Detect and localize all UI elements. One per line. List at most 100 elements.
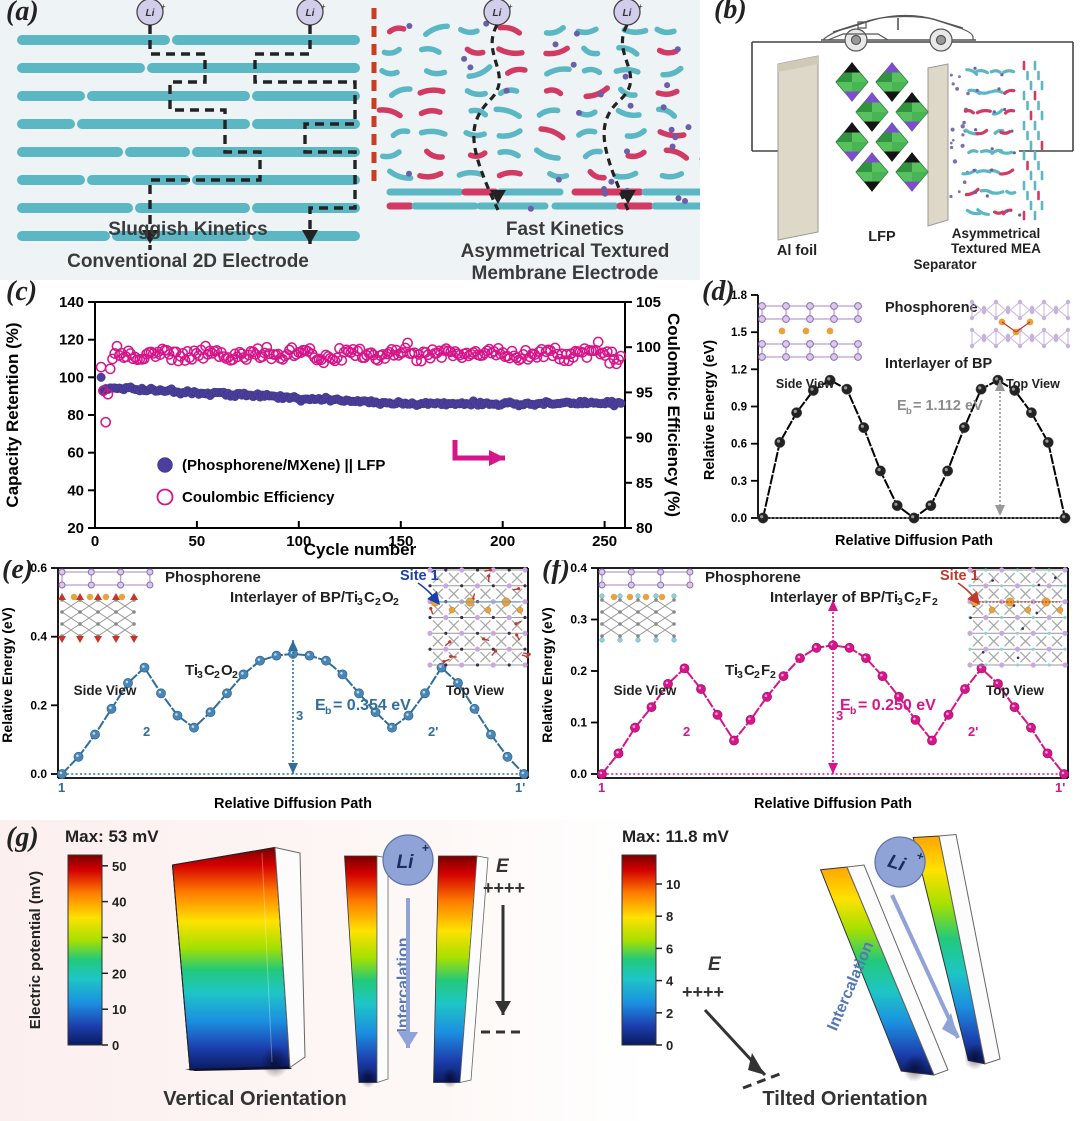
svg-text:Site 1: Site 1 [400,568,439,584]
svg-text:20: 20 [67,520,84,537]
svg-text:(Phosphorene/MXene) || LFP: (Phosphorene/MXene) || LFP [182,457,385,474]
svg-text:50: 50 [112,859,126,874]
svg-text:3: 3 [296,708,303,723]
svg-text:Conventional 2D Electrode: Conventional 2D Electrode [67,251,309,272]
svg-text:Tilted Orientation: Tilted Orientation [762,1088,927,1110]
svg-text:0.0: 0.0 [731,513,747,525]
svg-text:2: 2 [375,596,381,608]
svg-text:2: 2 [666,1006,673,1021]
svg-text:C: C [364,589,375,606]
svg-text:Relative Energy (eV): Relative Energy (eV) [702,340,718,480]
svg-text:200: 200 [490,533,515,550]
svg-text:8: 8 [666,909,673,924]
svg-text:1: 1 [598,780,605,795]
svg-text:Asymmetrical: Asymmetrical [952,226,1041,241]
svg-text:+: + [161,2,166,11]
svg-text:10: 10 [666,877,680,892]
svg-text:Li: Li [146,8,155,19]
svg-text:3: 3 [737,669,743,681]
svg-text:250: 250 [592,533,617,550]
svg-text:Top View: Top View [446,683,505,698]
svg-text:10: 10 [112,1002,126,1017]
svg-text:3: 3 [357,596,363,608]
svg-text:1': 1' [515,780,525,795]
svg-text:Asymmetrical Textured: Asymmetrical Textured [461,241,670,262]
svg-text:0.0: 0.0 [30,767,47,781]
svg-text:105: 105 [636,294,661,311]
svg-text:40: 40 [112,895,126,910]
svg-text:85: 85 [636,475,653,492]
svg-text:0.9: 0.9 [731,402,747,414]
svg-text:Side View: Side View [776,377,834,391]
svg-text:b: b [325,705,331,717]
svg-text:Li: Li [306,8,315,19]
svg-text:30: 30 [112,931,126,946]
svg-text:2': 2' [968,724,978,739]
svg-text:Li: Li [623,8,632,19]
svg-text:++++: ++++ [682,982,724,1002]
svg-text:95: 95 [636,384,653,401]
svg-text:F: F [761,662,770,679]
svg-text:0: 0 [91,533,99,550]
svg-text:Site 1: Site 1 [940,568,979,584]
svg-text:2: 2 [915,596,921,608]
svg-text:Coulombic Efficiency (%): Coulombic Efficiency (%) [664,313,683,517]
svg-text:2: 2 [770,669,776,681]
svg-text:3: 3 [197,669,203,681]
svg-text:E: E [496,856,510,877]
svg-text:0.1: 0.1 [570,716,587,730]
svg-text:+: + [321,2,326,11]
svg-text:2: 2 [214,669,220,681]
svg-text:40: 40 [67,482,84,499]
svg-text:= 1.112 eV: = 1.112 eV [913,398,983,414]
svg-text:Li: Li [493,8,502,19]
svg-text:Relative Energy (eV): Relative Energy (eV) [540,607,555,742]
svg-text:100: 100 [59,369,84,386]
svg-text:Interlayer of BP/Ti: Interlayer of BP/Ti [770,589,898,606]
svg-text:Side View: Side View [74,683,137,698]
svg-text:120: 120 [59,332,84,349]
svg-text:+: + [422,841,429,855]
svg-text:80: 80 [67,407,84,424]
svg-text:0: 0 [112,1038,119,1053]
svg-text:b: b [906,406,912,417]
svg-text:Al foil: Al foil [777,243,817,259]
svg-text:= 0.250 eV: = 0.250 eV [858,697,936,714]
svg-text:2': 2' [428,724,438,739]
svg-text:2: 2 [932,596,938,608]
svg-text:Relative Diffusion Path: Relative Diffusion Path [214,796,372,812]
svg-text:b: b [850,705,856,717]
svg-text:1': 1' [1055,780,1065,795]
svg-text:Electric potential (mV): Electric potential (mV) [27,871,44,1029]
svg-text:Max: 11.8 mV: Max: 11.8 mV [622,827,729,846]
svg-text:0.2: 0.2 [570,664,587,678]
svg-text:0.0: 0.0 [570,767,587,781]
svg-text:Textured MEA: Textured MEA [951,241,1041,256]
svg-text:Top View: Top View [986,683,1045,698]
svg-text:50: 50 [189,533,206,550]
svg-text:2: 2 [143,724,150,739]
svg-text:0.3: 0.3 [570,613,587,627]
svg-text:Max: 53 mV: Max: 53 mV [65,827,159,846]
svg-text:4: 4 [666,974,674,989]
svg-text:Vertical Orientation: Vertical Orientation [163,1088,346,1110]
svg-text:Coulombic Efficiency: Coulombic Efficiency [182,489,335,506]
svg-text:2: 2 [393,596,399,608]
svg-text:0: 0 [666,1038,673,1053]
svg-text:1: 1 [58,780,65,795]
svg-text:Side View: Side View [614,683,677,698]
svg-text:+: + [638,2,643,11]
svg-text:Relative Energy (eV): Relative Energy (eV) [0,607,15,742]
svg-text:++++: ++++ [483,878,525,898]
svg-text:20: 20 [112,966,126,981]
svg-text:0.4: 0.4 [570,561,587,575]
svg-text:Capacity Retention (%): Capacity Retention (%) [3,322,22,507]
svg-text:0.6: 0.6 [731,439,747,451]
svg-text:Fast Kinetics: Fast Kinetics [506,219,624,240]
svg-text:Separator: Separator [913,257,977,272]
svg-text:Phosphorene: Phosphorene [885,300,978,316]
svg-text:Interlayer of BP/Ti: Interlayer of BP/Ti [230,589,358,606]
svg-text:= 0.354 eV: = 0.354 eV [333,697,411,714]
svg-text:2: 2 [754,669,760,681]
svg-text:140: 140 [59,294,84,311]
